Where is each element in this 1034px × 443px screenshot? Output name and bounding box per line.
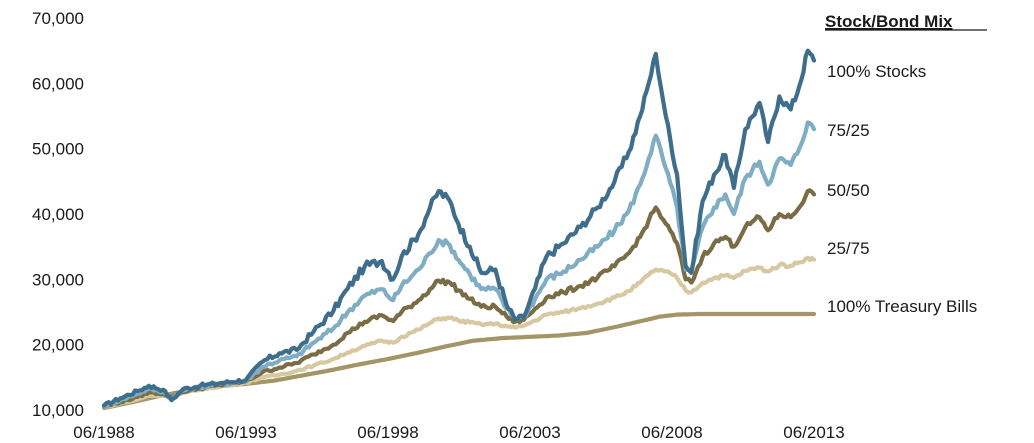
series-lines	[101, 48, 817, 411]
series-line-4	[101, 311, 817, 411]
legend-label-1: 75/25	[827, 121, 870, 140]
legend-label-3: 25/75	[827, 239, 870, 258]
y-tick-label: 10,000	[32, 401, 84, 420]
x-tick-label: 06/1993	[215, 423, 276, 442]
legend-label-2: 50/50	[827, 181, 870, 200]
x-tick-label: 06/2003	[499, 423, 560, 442]
x-tick-label: 06/2008	[641, 423, 702, 442]
y-tick-label: 40,000	[32, 205, 84, 224]
x-tick-label: 06/1988	[73, 423, 134, 442]
y-tick-label: 50,000	[32, 140, 84, 159]
y-tick-label: 30,000	[32, 270, 84, 289]
legend: Stock/Bond Mix 100% Treasury Bills 25/75 5…	[825, 12, 987, 316]
x-tick-label: 06/2013	[783, 423, 844, 442]
y-tick-label: 60,000	[32, 74, 84, 93]
x-axis-ticks: 06/1988 06/1993 06/1998 06/2003 06/2008 06/20…	[73, 423, 844, 442]
legend-label-4: 100% Treasury Bills	[827, 297, 977, 316]
legend-label-0: 100% Stocks	[827, 62, 926, 81]
y-tick-label: 70,000	[32, 9, 84, 28]
series-line-0	[101, 48, 817, 408]
y-tick-label: 20,000	[32, 336, 84, 355]
x-tick-label: 06/1998	[357, 423, 418, 442]
series-line-1	[101, 120, 817, 409]
y-axis-ticks: 10,000 20,000 30,000 40,000 50,000 60,000 70,0…	[32, 9, 84, 420]
legend-title: Stock/Bond Mix	[825, 12, 953, 31]
